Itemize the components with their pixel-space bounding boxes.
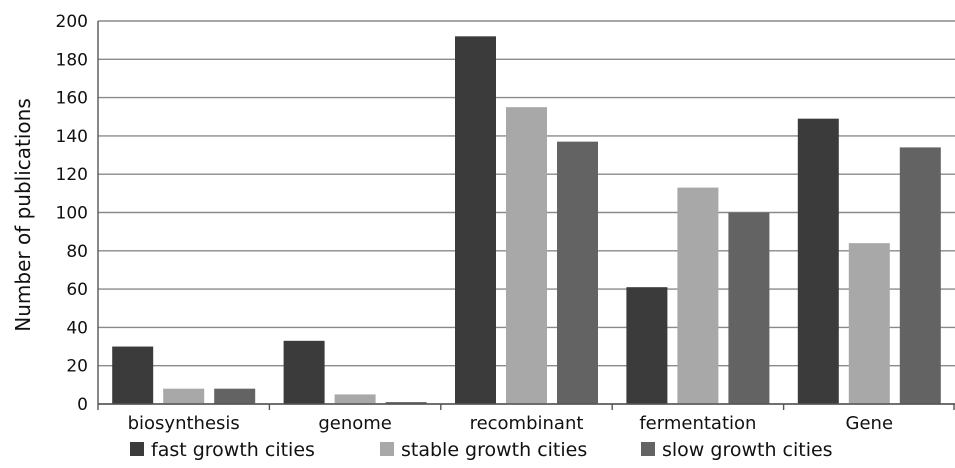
- legend-swatch: [641, 442, 655, 456]
- y-tick-label: 180: [56, 50, 88, 70]
- y-tick-label: 60: [66, 280, 88, 300]
- x-category-label: Gene: [846, 413, 894, 434]
- bar-stable-growth-cities-fermentation: [677, 187, 719, 404]
- bars: [112, 36, 941, 405]
- x-category-label: recombinant: [470, 413, 584, 434]
- bar-slow-growth-cities-gene: [899, 147, 941, 404]
- bar-stable-growth-cities-biosynthesis: [163, 388, 205, 404]
- x-category-label: genome: [318, 413, 392, 434]
- bar-stable-growth-cities-gene: [848, 243, 890, 404]
- legend-swatch: [380, 442, 394, 456]
- y-tick-label: 200: [56, 12, 88, 32]
- y-tick-label: 40: [66, 318, 88, 338]
- bar-slow-growth-cities-biosynthesis: [214, 388, 256, 404]
- y-tick-label: 140: [56, 127, 88, 147]
- legend: fast growth cities stable growth cities sl…: [130, 439, 833, 461]
- bar-fast-growth-cities-recombinant: [455, 36, 496, 404]
- y-tick-label: 160: [56, 89, 88, 109]
- legend-swatch: [130, 442, 144, 456]
- bar-fast-growth-cities-fermentation: [626, 287, 668, 404]
- y-tick-label: 0: [77, 395, 88, 415]
- bar-fast-growth-cities-biosynthesis: [112, 346, 154, 404]
- bar-stable-growth-cities-genome: [334, 394, 376, 404]
- y-tick-label: 120: [56, 165, 88, 185]
- legend-label: slow growth cities: [662, 439, 833, 461]
- bar-fast-growth-cities-gene: [797, 118, 839, 404]
- y-tick-label: 80: [66, 242, 88, 262]
- x-category-label: biosynthesis: [128, 413, 240, 434]
- legend-label: fast growth cities: [151, 439, 315, 461]
- legend-label: stable growth cities: [401, 439, 587, 461]
- axes: 0 20 40 60 80 100 120 140 160 180 200 biosynthesis g…: [56, 12, 955, 434]
- y-tick-label: 20: [66, 357, 88, 377]
- bar-fast-growth-cities-genome: [283, 340, 325, 404]
- y-axis-title: Number of publications: [11, 98, 35, 332]
- bar-slow-growth-cities-fermentation: [728, 212, 770, 404]
- bar-stable-growth-cities-recombinant: [506, 107, 547, 405]
- y-tick-label: 100: [56, 204, 88, 224]
- x-category-label: fermentation: [639, 413, 756, 434]
- bar-slow-growth-cities-genome: [385, 402, 427, 404]
- bar-slow-growth-cities-recombinant: [557, 141, 598, 404]
